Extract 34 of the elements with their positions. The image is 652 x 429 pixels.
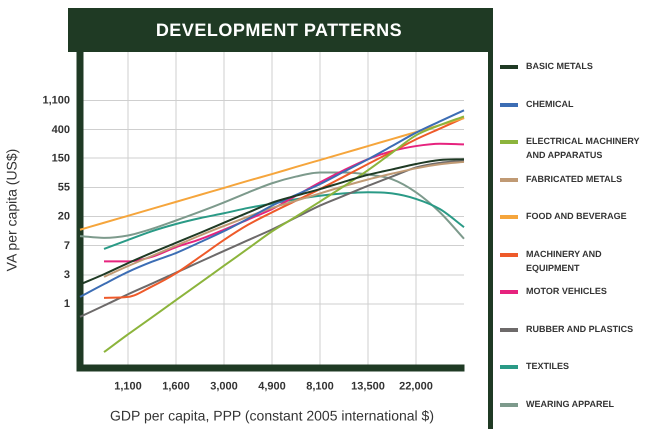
legend-label: ELECTRICAL MACHINERY AND APPARATUS — [526, 135, 640, 162]
line-series — [79, 117, 465, 231]
y-tick-label: 400 — [52, 124, 70, 136]
legend-label: MACHINERY AND EQUIPMENT — [526, 248, 603, 274]
y-tick-label: 55 — [58, 182, 70, 194]
y-tick-label: 7 — [64, 240, 70, 252]
y-axis-title: VA per capita (US$) — [3, 148, 20, 272]
chart-title: DEVELOPMENT PATTERNS — [68, 8, 490, 52]
x-tick-label: 3,000 — [210, 380, 238, 393]
y-tick-label: 150 — [52, 152, 70, 164]
line-series — [103, 142, 465, 262]
legend-label: TEXTILES — [526, 360, 570, 373]
legend-label: FOOD AND BEVERAGE — [526, 210, 628, 223]
x-tick-label: 13,500 — [351, 380, 385, 393]
legend-label: WEARING APPAREL — [526, 398, 616, 410]
line-series — [79, 171, 465, 240]
x-axis-title: GDP per capita, PPP (constant 2005 international $) — [110, 407, 434, 424]
y-tick-label: 20 — [58, 210, 70, 223]
y-tick-label: 1 — [64, 298, 70, 310]
x-tick-label: 1,100 — [114, 380, 142, 393]
legend-label: FABRICATED METALS — [526, 172, 624, 186]
legend-label: MOTOR VEHICLES — [526, 285, 608, 298]
line-series — [103, 191, 465, 250]
y-tick-label: 1,100 — [42, 94, 70, 106]
legend-label: RUBBER AND PLASTICS — [526, 322, 634, 336]
line-series — [103, 115, 465, 354]
line-series — [79, 160, 465, 318]
x-tick-label: 22,000 — [399, 380, 433, 393]
legend-label: CHEMICAL — [526, 98, 574, 110]
y-tick-label: 3 — [64, 268, 70, 281]
x-tick-label: 4,900 — [258, 380, 286, 393]
x-tick-label: 1,600 — [162, 380, 190, 393]
x-tick-label: 8,100 — [306, 380, 334, 393]
legend-label: BASIC METALS — [526, 60, 594, 73]
